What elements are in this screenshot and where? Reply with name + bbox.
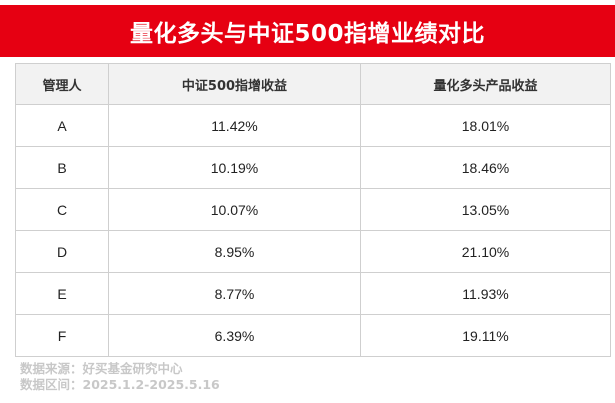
table-row: C 10.07% 13.05% (15, 188, 611, 231)
index-enhanced-return-cell: 10.07% (108, 188, 361, 231)
table-row: E 8.77% 11.93% (15, 272, 611, 315)
index-enhanced-return-cell: 6.39% (108, 314, 361, 357)
manager-cell: F (15, 314, 109, 357)
quant-long-return-cell: 18.01% (360, 104, 611, 147)
index-enhanced-return-cell: 11.42% (108, 104, 361, 147)
table-header-row: 管理人 中证500指增收益 量化多头产品收益 (15, 63, 611, 105)
quant-long-return-cell: 19.11% (360, 314, 611, 357)
manager-cell: C (15, 188, 109, 231)
comparison-table: 管理人 中证500指增收益 量化多头产品收益 A 11.42% 18.01% B… (15, 63, 611, 357)
quant-long-return-cell: 21.10% (360, 230, 611, 273)
column-header-index-enhanced-return: 中证500指增收益 (108, 63, 361, 105)
column-header-manager: 管理人 (15, 63, 109, 105)
title-banner: 量化多头与中证500指增业绩对比 (0, 5, 615, 57)
table-row: B 10.19% 18.46% (15, 146, 611, 189)
manager-cell: A (15, 104, 109, 147)
index-enhanced-return-cell: 10.19% (108, 146, 361, 189)
column-header-quant-long-return: 量化多头产品收益 (360, 63, 611, 105)
table-row: F 6.39% 19.11% (15, 314, 611, 357)
index-enhanced-return-cell: 8.95% (108, 230, 361, 273)
manager-cell: D (15, 230, 109, 273)
source-note: 数据来源：好买基金研究中心 数据区间：2025.1.2-2025.5.16 (20, 361, 220, 393)
table-row: A 11.42% 18.01% (15, 104, 611, 147)
manager-cell: E (15, 272, 109, 315)
table-row: D 8.95% 21.10% (15, 230, 611, 273)
manager-cell: B (15, 146, 109, 189)
data-period-text: 数据区间：2025.1.2-2025.5.16 (20, 377, 220, 392)
index-enhanced-return-cell: 8.77% (108, 272, 361, 315)
quant-long-return-cell: 18.46% (360, 146, 611, 189)
page-title: 量化多头与中证500指增业绩对比 (129, 21, 485, 47)
quant-long-return-cell: 13.05% (360, 188, 611, 231)
data-source-text: 数据来源：好买基金研究中心 (20, 361, 183, 376)
quant-long-return-cell: 11.93% (360, 272, 611, 315)
